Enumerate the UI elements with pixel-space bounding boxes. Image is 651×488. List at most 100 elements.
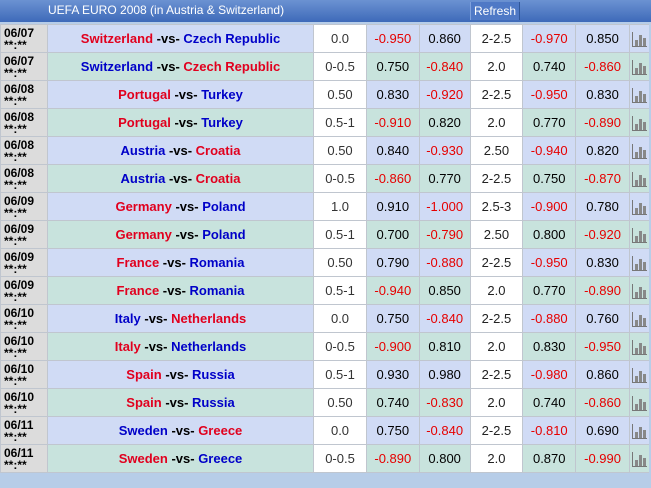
refresh-button[interactable]: Refresh (470, 2, 520, 20)
bar-chart-icon[interactable] (632, 368, 647, 383)
bar-chart-icon[interactable] (632, 200, 647, 215)
away-odds-cell[interactable]: -0.840 (419, 417, 470, 445)
over-odds-cell[interactable]: -0.980 (523, 361, 576, 389)
chart-cell[interactable] (629, 221, 650, 249)
match-cell[interactable]: Austria -vs- Croatia (47, 137, 313, 165)
away-odds-cell[interactable]: -1.000 (419, 193, 470, 221)
chart-cell[interactable] (629, 305, 650, 333)
under-odds-cell[interactable]: -0.860 (576, 53, 630, 81)
handicap-cell[interactable]: 0.50 (314, 249, 367, 277)
home-odds-cell[interactable]: -0.910 (366, 109, 419, 137)
home-odds-cell[interactable]: -0.900 (366, 333, 419, 361)
home-team[interactable]: Spain (126, 367, 161, 382)
away-team[interactable]: Poland (202, 227, 245, 242)
away-team[interactable]: Croatia (196, 143, 241, 158)
home-odds-cell[interactable]: 0.930 (366, 361, 419, 389)
away-team[interactable]: Netherlands (171, 311, 246, 326)
bar-chart-icon[interactable] (632, 340, 647, 355)
home-team[interactable]: Austria (121, 171, 166, 186)
match-cell[interactable]: Italy -vs- Netherlands (47, 333, 313, 361)
home-odds-cell[interactable]: 0.790 (366, 249, 419, 277)
handicap-cell[interactable]: 0.5-1 (314, 361, 367, 389)
over-odds-cell[interactable]: -0.880 (523, 305, 576, 333)
away-team[interactable]: Turkey (201, 87, 243, 102)
home-team[interactable]: France (117, 255, 160, 270)
chart-cell[interactable] (629, 277, 650, 305)
over-odds-cell[interactable]: 0.870 (523, 445, 576, 473)
total-goals-cell[interactable]: 2-2.5 (470, 81, 523, 109)
handicap-cell[interactable]: 0.5-1 (314, 109, 367, 137)
handicap-cell[interactable]: 1.0 (314, 193, 367, 221)
bar-chart-icon[interactable] (632, 88, 647, 103)
total-goals-cell[interactable]: 2.0 (470, 109, 523, 137)
home-team[interactable]: Italy (115, 311, 141, 326)
over-odds-cell[interactable]: -0.900 (523, 193, 576, 221)
away-team[interactable]: Romania (190, 283, 245, 298)
away-odds-cell[interactable]: 0.980 (419, 361, 470, 389)
match-cell[interactable]: France -vs- Romania (47, 249, 313, 277)
bar-chart-icon[interactable] (632, 116, 647, 131)
handicap-cell[interactable]: 0-0.5 (314, 333, 367, 361)
bar-chart-icon[interactable] (632, 228, 647, 243)
match-cell[interactable]: Portugal -vs- Turkey (47, 81, 313, 109)
total-goals-cell[interactable]: 2.0 (470, 277, 523, 305)
under-odds-cell[interactable]: 0.860 (576, 361, 630, 389)
match-cell[interactable]: Sweden -vs- Greece (47, 445, 313, 473)
home-team[interactable]: Germany (115, 227, 171, 242)
handicap-cell[interactable]: 0.0 (314, 25, 367, 53)
over-odds-cell[interactable]: 0.800 (523, 221, 576, 249)
bar-chart-icon[interactable] (632, 256, 647, 271)
total-goals-cell[interactable]: 2-2.5 (470, 417, 523, 445)
home-odds-cell[interactable]: 0.750 (366, 53, 419, 81)
under-odds-cell[interactable]: 0.820 (576, 137, 630, 165)
over-odds-cell[interactable]: 0.740 (523, 53, 576, 81)
away-team[interactable]: Russia (192, 395, 235, 410)
chart-cell[interactable] (629, 445, 650, 473)
home-odds-cell[interactable]: -0.890 (366, 445, 419, 473)
chart-cell[interactable] (629, 361, 650, 389)
home-odds-cell[interactable]: -0.860 (366, 165, 419, 193)
bar-chart-icon[interactable] (632, 144, 647, 159)
bar-chart-icon[interactable] (632, 284, 647, 299)
handicap-cell[interactable]: 0.50 (314, 137, 367, 165)
chart-cell[interactable] (629, 417, 650, 445)
total-goals-cell[interactable]: 2.50 (470, 221, 523, 249)
chart-cell[interactable] (629, 389, 650, 417)
away-team[interactable]: Greece (198, 451, 242, 466)
total-goals-cell[interactable]: 2-2.5 (470, 305, 523, 333)
under-odds-cell[interactable]: -0.920 (576, 221, 630, 249)
home-team[interactable]: Germany (115, 199, 171, 214)
total-goals-cell[interactable]: 2.50 (470, 137, 523, 165)
over-odds-cell[interactable]: -0.810 (523, 417, 576, 445)
total-goals-cell[interactable]: 2.0 (470, 53, 523, 81)
home-team[interactable]: Sweden (119, 451, 168, 466)
home-team[interactable]: Switzerland (81, 59, 153, 74)
under-odds-cell[interactable]: 0.850 (576, 25, 630, 53)
over-odds-cell[interactable]: 0.770 (523, 109, 576, 137)
under-odds-cell[interactable]: -0.860 (576, 389, 630, 417)
chart-cell[interactable] (629, 165, 650, 193)
home-team[interactable]: Austria (121, 143, 166, 158)
total-goals-cell[interactable]: 2-2.5 (470, 249, 523, 277)
home-odds-cell[interactable]: 0.830 (366, 81, 419, 109)
handicap-cell[interactable]: 0-0.5 (314, 53, 367, 81)
home-odds-cell[interactable]: 0.750 (366, 305, 419, 333)
handicap-cell[interactable]: 0-0.5 (314, 445, 367, 473)
chart-cell[interactable] (629, 193, 650, 221)
handicap-cell[interactable]: 0.0 (314, 305, 367, 333)
under-odds-cell[interactable]: 0.760 (576, 305, 630, 333)
away-team[interactable]: Greece (198, 423, 242, 438)
bar-chart-icon[interactable] (632, 60, 647, 75)
chart-cell[interactable] (629, 109, 650, 137)
away-odds-cell[interactable]: 0.860 (419, 25, 470, 53)
away-team[interactable]: Croatia (196, 171, 241, 186)
total-goals-cell[interactable]: 2-2.5 (470, 361, 523, 389)
under-odds-cell[interactable]: 0.830 (576, 81, 630, 109)
chart-cell[interactable] (629, 25, 650, 53)
total-goals-cell[interactable]: 2.5-3 (470, 193, 523, 221)
handicap-cell[interactable]: 0-0.5 (314, 165, 367, 193)
away-team[interactable]: Russia (192, 367, 235, 382)
match-cell[interactable]: Austria -vs- Croatia (47, 165, 313, 193)
over-odds-cell[interactable]: -0.940 (523, 137, 576, 165)
match-cell[interactable]: Portugal -vs- Turkey (47, 109, 313, 137)
